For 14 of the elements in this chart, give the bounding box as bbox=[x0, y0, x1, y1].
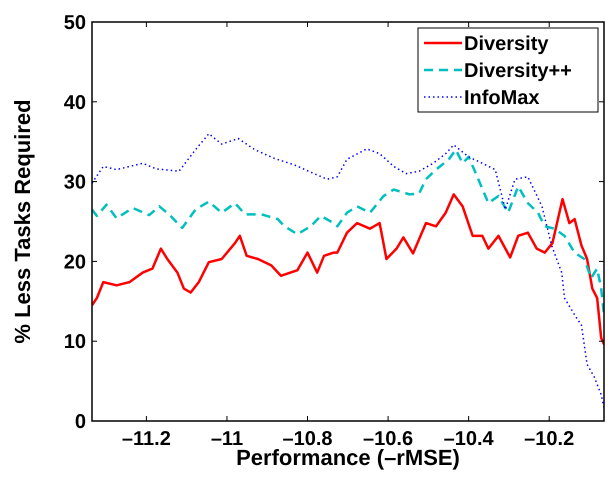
legend-label: Diversity bbox=[464, 33, 550, 55]
y-tick-label: 0 bbox=[74, 411, 86, 433]
y-axis-title: % Less Tasks Required bbox=[10, 99, 35, 344]
line-series bbox=[92, 132, 604, 408]
y-tick-label: 10 bbox=[64, 331, 86, 354]
y-tick-label: 50 bbox=[64, 12, 86, 34]
x-tick-label: –10.2 bbox=[524, 428, 574, 450]
y-tick-label: 20 bbox=[64, 251, 86, 274]
y-tick-label: 30 bbox=[64, 172, 86, 194]
legend-label: InfoMax bbox=[464, 87, 540, 109]
legend-label: Diversity++ bbox=[464, 60, 572, 82]
x-tick-label: –11.2 bbox=[122, 428, 171, 450]
y-tick-label: 40 bbox=[64, 92, 86, 114]
line-series bbox=[92, 193, 604, 346]
